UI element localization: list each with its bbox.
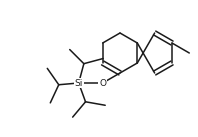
Text: Si: Si [74,79,83,88]
Text: O: O [99,79,106,88]
